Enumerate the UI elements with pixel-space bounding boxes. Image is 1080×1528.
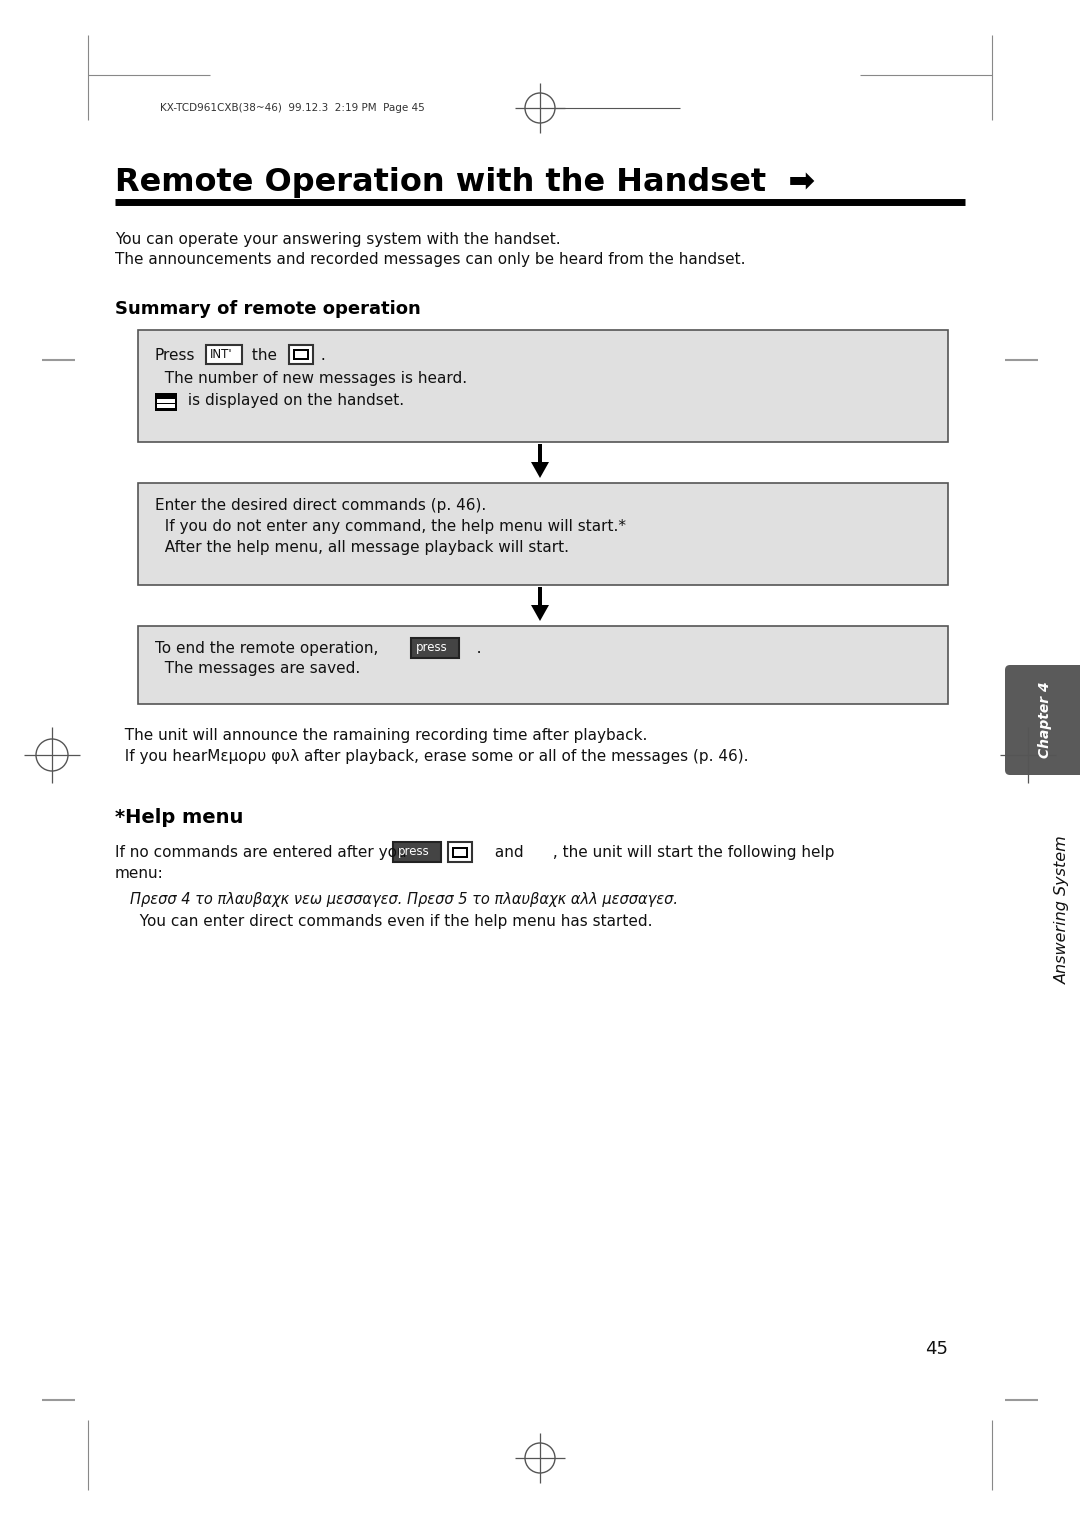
Bar: [293, 348, 309, 361]
Polygon shape: [531, 461, 549, 478]
Text: Remote Operation with the Handset  ➡: Remote Operation with the Handset ➡: [114, 167, 815, 199]
Text: The messages are saved.: The messages are saved.: [156, 662, 361, 675]
FancyBboxPatch shape: [411, 639, 459, 659]
Text: After the help menu, all message playback will start.: After the help menu, all message playbac…: [156, 539, 569, 555]
Text: .: .: [316, 348, 326, 364]
FancyBboxPatch shape: [289, 345, 313, 364]
Bar: [157, 403, 175, 408]
Text: The unit will announce the ramaining recording time after playback.: The unit will announce the ramaining rec…: [114, 727, 647, 743]
FancyBboxPatch shape: [393, 842, 441, 862]
Text: You can operate your answering system with the handset.: You can operate your answering system wi…: [114, 232, 561, 248]
FancyBboxPatch shape: [448, 842, 472, 862]
Bar: [453, 847, 468, 859]
Bar: [138, 626, 948, 704]
Text: Answering System: Answering System: [1054, 836, 1069, 984]
Bar: [157, 399, 175, 403]
Bar: [138, 330, 948, 442]
Bar: [156, 393, 177, 411]
Text: press: press: [416, 640, 448, 654]
Bar: [295, 351, 307, 358]
Text: 45: 45: [924, 1340, 948, 1358]
Text: .: .: [462, 642, 482, 656]
Text: INT': INT': [210, 347, 232, 361]
Text: KX-TCD961CXB(38~46)  99.12.3  2:19 PM  Page 45: KX-TCD961CXB(38~46) 99.12.3 2:19 PM Page…: [160, 102, 424, 113]
Bar: [138, 483, 948, 585]
Polygon shape: [531, 605, 549, 620]
Text: The number of new messages is heard.: The number of new messages is heard.: [156, 371, 468, 387]
Text: Chapter 4: Chapter 4: [1038, 681, 1052, 758]
Bar: [454, 850, 465, 856]
Text: You can enter direct commands even if the help menu has started.: You can enter direct commands even if th…: [130, 914, 652, 929]
Text: Press: Press: [156, 348, 195, 364]
Text: *Help menu: *Help menu: [114, 808, 243, 827]
Text: press: press: [399, 845, 430, 857]
Text: Summary of remote operation: Summary of remote operation: [114, 299, 421, 318]
Bar: [538, 587, 542, 605]
FancyBboxPatch shape: [1005, 665, 1080, 775]
Text: is displayed on the handset.: is displayed on the handset.: [183, 393, 404, 408]
Text: If you hearΜεμορυ φυλ after playback, erase some or all of the messages (p. 46).: If you hearΜεμορυ φυλ after playback, er…: [114, 749, 748, 764]
Text: The announcements and recorded messages can only be heard from the handset.: The announcements and recorded messages …: [114, 252, 745, 267]
Text: Enter the desired direct commands (p. 46).: Enter the desired direct commands (p. 46…: [156, 498, 486, 513]
Text: To end the remote operation,: To end the remote operation,: [156, 642, 378, 656]
Text: the: the: [247, 348, 276, 364]
FancyBboxPatch shape: [206, 345, 242, 364]
Text: Πρεσσ 4 το πλαυβαχκ νεω μεσσαγεσ. Πρεσσ 5 το πλαυβαχκ αλλ μεσσαγεσ.: Πρεσσ 4 το πλαυβαχκ νεω μεσσαγεσ. Πρεσσ …: [130, 892, 678, 908]
Text: and      , the unit will start the following help: and , the unit will start the following …: [490, 845, 835, 860]
Text: menu:: menu:: [114, 866, 164, 882]
Text: If no commands are entered after you: If no commands are entered after you: [114, 845, 407, 860]
Bar: [538, 445, 542, 461]
Text: If you do not enter any command, the help menu will start.*: If you do not enter any command, the hel…: [156, 520, 626, 533]
